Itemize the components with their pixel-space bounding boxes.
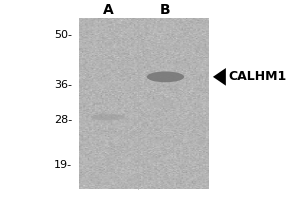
Ellipse shape <box>91 114 125 121</box>
Ellipse shape <box>147 71 184 82</box>
Text: 28-: 28- <box>54 115 72 125</box>
Text: 19-: 19- <box>54 160 72 170</box>
Polygon shape <box>213 68 226 86</box>
Text: 50-: 50- <box>54 30 72 40</box>
Text: 36-: 36- <box>54 80 72 90</box>
Text: CALHM1: CALHM1 <box>229 70 287 83</box>
Bar <box>79 18 208 189</box>
Text: B: B <box>160 3 171 17</box>
Ellipse shape <box>152 101 179 107</box>
Text: A: A <box>103 3 113 17</box>
